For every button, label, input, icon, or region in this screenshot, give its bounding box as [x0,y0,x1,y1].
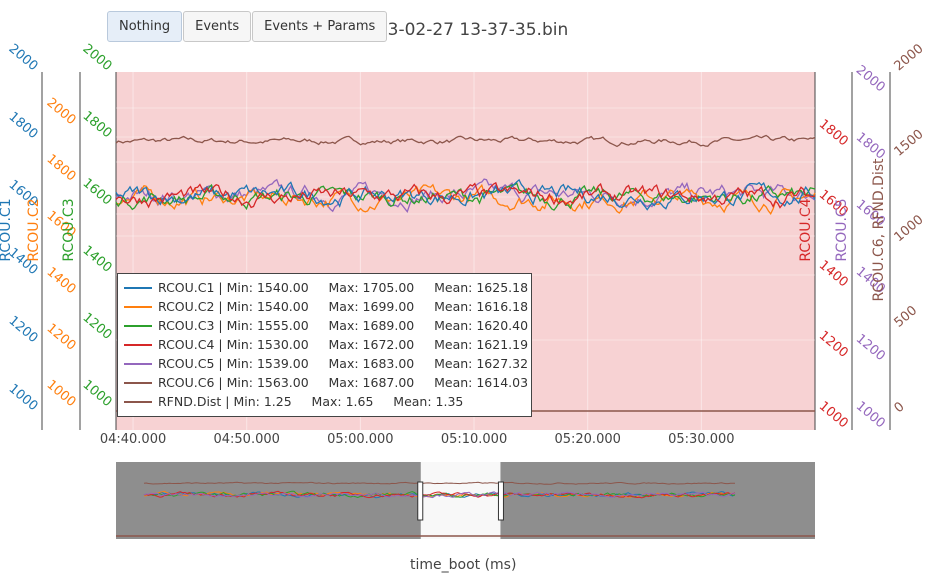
y-tick-label: 1800 [853,130,888,163]
legend-item[interactable]: RCOU.C5 | Min: 1539.00 Max: 1683.00 Mean… [124,354,531,373]
y-tick-label: 1000 [892,212,927,245]
y-tick-label: 2000 [6,41,41,74]
y-tick-label: 1800 [6,109,41,142]
legend-swatch [124,324,152,327]
mode-events-button[interactable]: Events [183,11,252,42]
legend-label: RCOU.C1 | Min: 1540.00 Max: 1705.00 Mean… [158,280,529,295]
rangeslider-series-rcou-c5 [143,491,736,499]
rangeslider-handle-right [497,481,504,521]
x-tick-label: 04:40.000 [100,432,166,447]
y-tick-label: 2000 [80,41,115,74]
y-tick-label: 1400 [80,243,115,276]
x-tick-label: 05:10.000 [441,432,507,447]
y-tick-label: 2000 [853,63,888,96]
y-axis-title: RCOU.C1 [0,198,14,261]
legend-swatch [124,400,152,403]
x-axis-title: time_boot (ms) [410,557,517,573]
legend-label: RCOU.C4 | Min: 1530.00 Max: 1672.00 Mean… [158,337,529,352]
y-tick-label: 1200 [853,331,888,364]
rangeslider-series-rcou-c6 [143,481,736,485]
series-line-rcou-c6 [115,134,816,148]
y-tick-label: 1400 [44,265,79,298]
legend-item[interactable]: RCOU.C3 | Min: 1555.00 Max: 1689.00 Mean… [124,316,531,335]
y-tick-label: 1600 [80,176,115,209]
rangeslider-series-rcou-c4 [143,490,736,499]
y-tick-label: 1000 [6,381,41,414]
mode-events-params-button[interactable]: Events + Params [252,11,388,42]
series-line-rcou-c4 [115,181,816,209]
y-axis-title: RCOU.C3 [61,198,77,261]
chart-title: 023-02-27 13-37-35.bin [366,20,569,40]
y-axis-title: RCOU.C6, RFND.Dist [871,158,887,302]
legend-item[interactable]: RCOU.C1 | Min: 1540.00 Max: 1705.00 Mean… [124,278,531,297]
y-tick-label: 1000 [816,399,851,432]
x-tick-label: 05:00.000 [327,432,393,447]
legend-item[interactable]: RCOU.C2 | Min: 1540.00 Max: 1699.00 Mean… [124,297,531,316]
y-tick-label: 1800 [80,109,115,142]
y-tick-label: 1000 [853,399,888,432]
x-tick-label: 05:20.000 [554,432,620,447]
chart-legend[interactable]: RCOU.C1 | Min: 1540.00 Max: 1705.00 Mean… [117,273,532,417]
legend-swatch [124,305,152,308]
y-tick-label: 2000 [44,95,79,128]
legend-item[interactable]: RFND.Dist | Min: 1.25 Max: 1.65 Mean: 1.… [124,392,531,411]
legend-swatch [124,343,152,346]
y-tick-label: 0 [892,399,908,416]
y-axis-title: RCOU.C5 [834,198,850,261]
x-tick-label: 04:50.000 [213,432,279,447]
x-tick-label: 05:30.000 [668,432,734,447]
y-tick-label: 1800 [816,117,851,150]
y-tick-label: 1800 [44,152,79,185]
series-line-rcou-c5 [115,178,816,214]
y-tick-label: 1200 [6,313,41,346]
legend-swatch [124,362,152,365]
y-tick-label: 1200 [816,328,851,361]
y-tick-label: 1000 [44,377,79,410]
y-tick-label: 1200 [80,310,115,343]
y-tick-label: 1200 [44,321,79,354]
legend-swatch [124,286,152,289]
legend-label: RCOU.C5 | Min: 1539.00 Max: 1683.00 Mean… [158,356,529,371]
mode-nothing-button[interactable]: Nothing [107,11,183,42]
legend-item[interactable]: RCOU.C6 | Min: 1563.00 Max: 1687.00 Mean… [124,373,531,392]
legend-label: RCOU.C2 | Min: 1540.00 Max: 1699.00 Mean… [158,299,529,314]
y-tick-label: 2000 [892,41,927,74]
legend-swatch [124,381,152,384]
y-tick-label: 500 [892,303,921,330]
y-tick-label: 1500 [892,127,927,160]
y-axis-title: RCOU.C4 [798,198,814,261]
legend-item[interactable]: RCOU.C4 | Min: 1530.00 Max: 1672.00 Mean… [124,335,531,354]
y-axis-title: RCOU.C2 [26,198,42,261]
rangeslider-window [420,462,501,539]
y-tick-label: 1000 [80,377,115,410]
series-line-rcou-c1 [115,178,816,211]
legend-label: RCOU.C3 | Min: 1555.00 Max: 1689.00 Mean… [158,318,529,333]
mode-button-group: Nothing Events Events + Params [107,11,388,42]
legend-label: RCOU.C6 | Min: 1563.00 Max: 1687.00 Mean… [158,375,529,390]
legend-label: RFND.Dist | Min: 1.25 Max: 1.65 Mean: 1.… [158,394,464,409]
rangeslider-handle-left [417,481,424,521]
